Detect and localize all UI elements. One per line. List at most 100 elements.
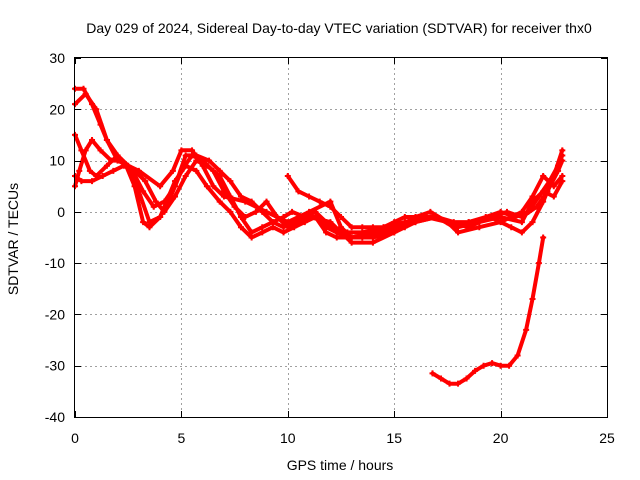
data-point	[169, 167, 176, 174]
data-point	[344, 234, 351, 241]
data-point	[78, 178, 85, 185]
y-tick-label: 10	[49, 153, 65, 169]
data-point	[178, 147, 185, 154]
data-point	[306, 193, 313, 200]
data-point	[423, 213, 430, 220]
data-point	[280, 213, 287, 220]
y-tick-label: -40	[45, 409, 65, 425]
data-point	[99, 172, 106, 179]
data-point	[193, 152, 200, 159]
data-point	[161, 208, 168, 215]
data-point	[203, 162, 210, 169]
data-point	[323, 219, 330, 226]
data-point	[312, 208, 319, 215]
data-point	[359, 224, 366, 231]
data-point	[359, 234, 366, 241]
data-point	[280, 224, 287, 231]
data-point	[518, 229, 525, 236]
data-point	[301, 213, 308, 220]
data-point	[76, 167, 83, 174]
data-point	[559, 147, 566, 154]
data-point	[97, 121, 104, 128]
data-point	[529, 219, 536, 226]
data-point	[472, 367, 479, 374]
data-point	[529, 193, 536, 200]
data-point	[514, 352, 521, 359]
data-point	[550, 193, 557, 200]
data-point	[269, 224, 276, 231]
data-point	[216, 167, 223, 174]
data-point	[480, 362, 487, 369]
data-point	[316, 198, 323, 205]
data-point	[80, 85, 87, 92]
data-point	[216, 172, 223, 179]
data-point	[535, 260, 542, 267]
data-point	[150, 203, 157, 210]
data-point	[237, 193, 244, 200]
data-point	[103, 137, 110, 144]
data-point	[465, 224, 472, 231]
y-tick-label: 0	[57, 204, 65, 220]
data-point	[508, 224, 515, 231]
data-point	[248, 198, 255, 205]
data-point	[161, 198, 168, 205]
data-point	[401, 224, 408, 231]
data-point	[259, 208, 266, 215]
x-tick-label: 0	[71, 430, 79, 446]
data-point	[497, 362, 504, 369]
data-point	[391, 219, 398, 226]
data-point	[259, 229, 266, 236]
data-point	[380, 229, 387, 236]
data-series-group	[72, 85, 566, 387]
data-point	[89, 101, 96, 108]
data-point	[227, 193, 234, 200]
data-point	[216, 198, 223, 205]
data-point	[529, 296, 536, 303]
data-point	[348, 239, 355, 246]
data-point	[193, 157, 200, 164]
data-point	[103, 162, 110, 169]
data-point	[89, 137, 96, 144]
data-point	[248, 229, 255, 236]
data-point	[291, 224, 298, 231]
data-point	[476, 224, 483, 231]
data-point	[323, 224, 330, 231]
data-point	[142, 178, 149, 185]
data-point	[284, 172, 291, 179]
data-point	[327, 203, 334, 210]
data-point	[535, 193, 542, 200]
data-point	[427, 208, 434, 215]
data-point	[172, 193, 179, 200]
data-point	[359, 229, 366, 236]
y-tick-label: 30	[49, 50, 65, 66]
data-point	[540, 234, 547, 241]
data-point	[146, 219, 153, 226]
data-point	[193, 167, 200, 174]
chart-title: Day 029 of 2024, Sidereal Day-to-day VTE…	[86, 20, 592, 36]
x-tick-label: 25	[599, 430, 615, 446]
data-point	[82, 147, 89, 154]
data-point	[172, 183, 179, 190]
data-point	[189, 147, 196, 154]
data-point	[559, 172, 566, 179]
data-point	[182, 172, 189, 179]
data-point	[263, 198, 270, 205]
data-point	[344, 229, 351, 236]
data-point	[348, 224, 355, 231]
data-point	[438, 375, 445, 382]
data-point	[489, 360, 496, 367]
data-point	[512, 213, 519, 220]
grid-lines	[75, 58, 607, 417]
data-point	[506, 362, 513, 369]
data-point	[295, 188, 302, 195]
data-point	[525, 208, 532, 215]
x-tick-label: 20	[493, 430, 509, 446]
x-axis-label: GPS time / hours	[287, 457, 394, 473]
data-point	[444, 219, 451, 226]
y-axis-label: SDTVAR / TECUs	[5, 183, 21, 295]
data-point	[182, 152, 189, 159]
data-point	[338, 224, 344, 231]
y-tick-label: -20	[45, 306, 65, 322]
series-line	[73, 91, 565, 240]
